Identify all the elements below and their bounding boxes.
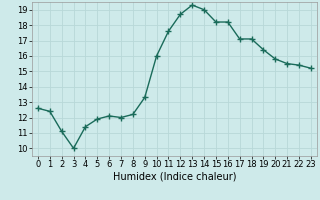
X-axis label: Humidex (Indice chaleur): Humidex (Indice chaleur): [113, 172, 236, 182]
